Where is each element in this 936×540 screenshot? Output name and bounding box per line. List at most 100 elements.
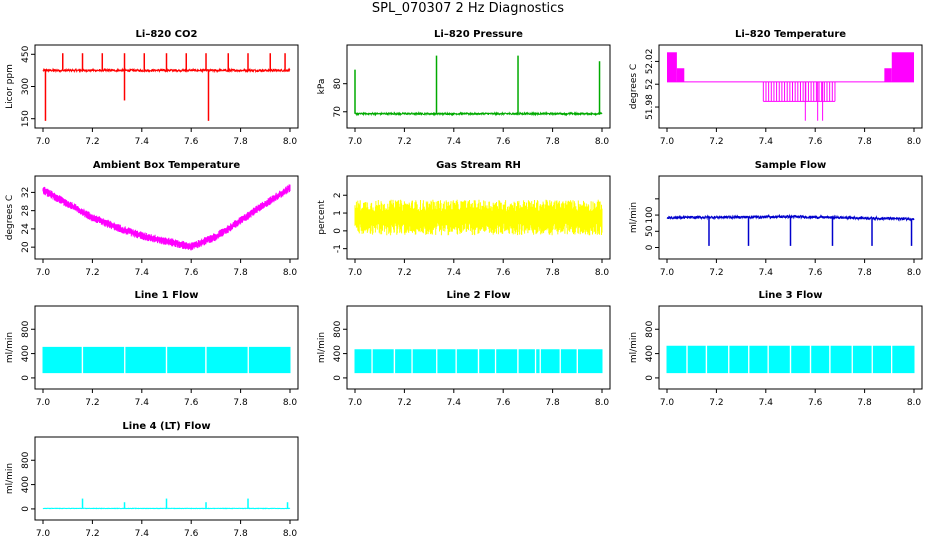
y-tick-label-line2-0: 0 <box>333 375 343 381</box>
x-tick-label-rh-5: 8.0 <box>595 268 610 278</box>
y-tick-label-ambient_temp-1: 24 <box>21 223 31 235</box>
series-line-pressure <box>354 111 603 117</box>
x-tick-label-co2-2: 7.4 <box>135 137 150 147</box>
x-tick-label-ambient_temp-4: 7.8 <box>233 268 248 278</box>
x-tick-label-licor_temp-5: 8.0 <box>907 137 922 147</box>
panel-title-sample_flow: Sample Flow <box>755 160 827 171</box>
y-axis-label-pressure: kPa <box>317 79 327 95</box>
x-tick-label-rh-4: 7.8 <box>545 268 560 278</box>
y-tick-label-line3-2: 800 <box>645 320 655 337</box>
x-tick-label-pressure-4: 7.8 <box>545 137 560 147</box>
y-tick-label-line2-2: 800 <box>333 320 343 337</box>
x-tick-label-co2-3: 7.6 <box>184 137 199 147</box>
y-tick-label-line4-0: 0 <box>21 506 31 512</box>
series-line2 <box>354 349 603 374</box>
panel-title-licor_temp: Li–820 Temperature <box>735 29 846 40</box>
x-tick-label-licor_temp-3: 7.6 <box>808 137 823 147</box>
panel-ambient_temp: Ambient Box Temperature 7.0 7.2 7.4 7.6 7.8 8.… <box>5 160 299 278</box>
y-axis-label-ambient_temp: degrees C <box>5 195 15 240</box>
y-tick-label-line3-0: 0 <box>645 375 655 381</box>
x-tick-label-sample_flow-5: 8.0 <box>907 268 922 278</box>
x-tick-label-line2-3: 7.6 <box>496 398 511 408</box>
y-tick-label-sample_flow-0: 0 <box>645 244 655 250</box>
x-tick-label-co2-0: 7.0 <box>36 137 51 147</box>
panel-title-co2: Li–820 CO2 <box>136 29 198 40</box>
plot-frame-pressure <box>346 44 611 129</box>
panel-line4: Line 4 (LT) Flow 7.0 7.2 7.4 7.6 7.8 8.0 0 400 80… <box>5 421 299 539</box>
x-tick-label-sample_flow-1: 7.2 <box>709 268 723 278</box>
x-tick-label-licor_temp-0: 7.0 <box>660 137 675 147</box>
x-tick-label-rh-0: 7.0 <box>348 268 363 278</box>
y-axis-label-licor_temp: degrees C <box>629 64 639 109</box>
x-tick-label-line4-2: 7.4 <box>135 529 150 539</box>
x-tick-label-pressure-2: 7.4 <box>447 137 462 147</box>
panel-line2: Line 2 Flow 7.0 7.2 7.4 7.6 7.8 8.0 0 400 800 ml/m… <box>317 290 611 408</box>
x-tick-label-line3-2: 7.4 <box>759 398 774 408</box>
block-licor_temp-0 <box>667 52 677 82</box>
series-line3 <box>666 345 915 374</box>
block-licor_temp-3 <box>891 52 914 82</box>
x-tick-label-line3-4: 7.8 <box>857 398 872 408</box>
block-licor_temp-2 <box>884 68 892 82</box>
x-tick-label-sample_flow-2: 7.4 <box>759 268 774 278</box>
x-tick-label-line1-5: 8.0 <box>283 398 298 408</box>
x-tick-label-pressure-5: 8.0 <box>595 137 610 147</box>
y-tick-label-co2-1: 300 <box>21 78 31 95</box>
x-tick-label-pressure-1: 7.2 <box>397 137 411 147</box>
y-tick-label-licor_temp-1: 52 <box>645 78 655 89</box>
series-bars-line1 <box>42 346 291 374</box>
y-tick-label-pressure-0: 70 <box>333 106 343 118</box>
series-bars-line2 <box>354 349 603 374</box>
y-tick-label-ambient_temp-0: 20 <box>21 241 31 253</box>
series-sample_flow <box>666 213 915 246</box>
series-bars-line3 <box>666 345 915 374</box>
panel-title-line4: Line 4 (LT) Flow <box>122 421 210 432</box>
x-tick-label-ambient_temp-2: 7.4 <box>135 268 150 278</box>
x-tick-label-line1-0: 7.0 <box>36 398 51 408</box>
series-pressure <box>354 55 603 117</box>
panel-co2: Li–820 CO2 7.0 7.2 7.4 7.6 7.8 8.0 150 300 450 Lic… <box>5 29 299 147</box>
series-co2 <box>42 53 291 121</box>
plot-frame-line1 <box>34 305 299 390</box>
x-tick-label-line2-0: 7.0 <box>348 398 363 408</box>
x-tick-label-rh-3: 7.6 <box>496 268 511 278</box>
x-tick-label-line3-3: 7.6 <box>808 398 823 408</box>
x-tick-label-rh-2: 7.4 <box>447 268 462 278</box>
x-tick-label-sample_flow-3: 7.6 <box>808 268 823 278</box>
x-tick-label-licor_temp-2: 7.4 <box>759 137 774 147</box>
x-tick-label-line2-5: 8.0 <box>595 398 610 408</box>
y-tick-label-line1-1: 400 <box>21 345 31 362</box>
panel-line1: Line 1 Flow 7.0 7.2 7.4 7.6 7.8 8.0 0 400 800 ml/m… <box>5 290 299 408</box>
y-axis-label-co2: Licor ppm <box>5 64 15 109</box>
series-licor_temp <box>667 52 914 121</box>
x-tick-label-line4-3: 7.6 <box>184 529 199 539</box>
x-tick-label-line2-2: 7.4 <box>447 398 462 408</box>
y-tick-label-sample_flow-2: 100 <box>645 206 655 223</box>
y-tick-label-rh-2: 1 <box>333 210 343 216</box>
y-axis-label-line4: ml/min <box>5 463 15 494</box>
x-tick-label-line1-4: 7.8 <box>233 398 248 408</box>
x-tick-label-line4-1: 7.2 <box>85 529 99 539</box>
panel-title-line2: Line 2 Flow <box>447 290 511 301</box>
x-tick-label-co2-1: 7.2 <box>85 137 99 147</box>
x-tick-label-line4-4: 7.8 <box>233 529 248 539</box>
x-tick-label-line3-1: 7.2 <box>709 398 723 408</box>
y-tick-label-ambient_temp-3: 32 <box>21 187 31 198</box>
y-tick-label-pressure-1: 80 <box>333 78 343 90</box>
y-tick-label-line1-2: 800 <box>21 320 31 337</box>
panel-title-line3: Line 3 Flow <box>759 290 823 301</box>
y-tick-label-line2-1: 400 <box>333 345 343 362</box>
x-tick-label-line4-0: 7.0 <box>36 529 51 539</box>
plot-frame-line4 <box>34 436 299 521</box>
y-tick-label-rh-1: 0 <box>333 228 343 234</box>
panel-title-ambient_temp: Ambient Box Temperature <box>93 160 240 171</box>
x-tick-label-line1-3: 7.6 <box>184 398 199 408</box>
figure-title: SPL_070307 2 Hz Diagnostics <box>371 1 565 16</box>
y-axis-label-rh: percent <box>317 200 327 235</box>
x-tick-label-line2-1: 7.2 <box>397 398 411 408</box>
x-tick-label-line1-2: 7.4 <box>135 398 150 408</box>
x-tick-label-co2-4: 7.8 <box>233 137 248 147</box>
plot-frame-ambient_temp <box>34 175 299 260</box>
x-tick-label-sample_flow-4: 7.8 <box>857 268 872 278</box>
